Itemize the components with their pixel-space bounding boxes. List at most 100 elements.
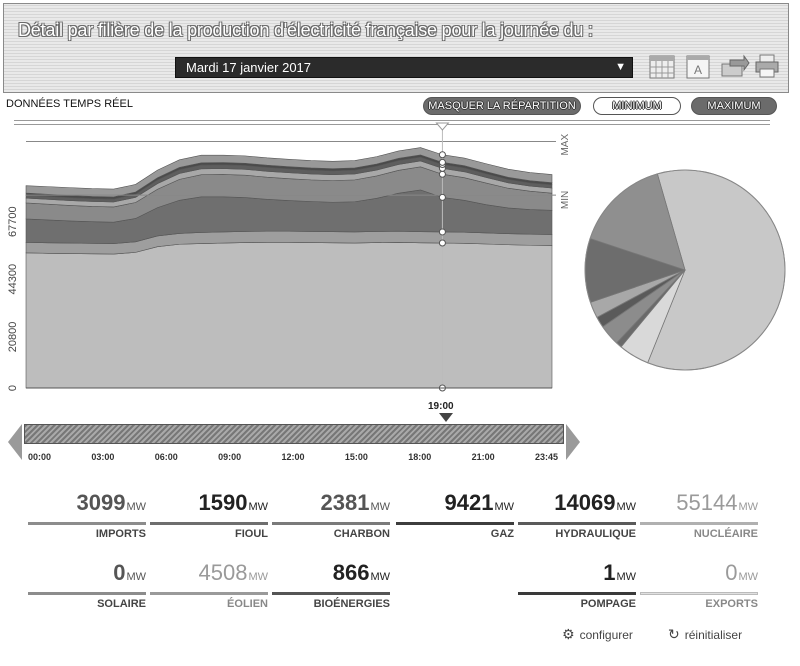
stat-gaz[interactable]: 9421MW GAZ [396, 490, 514, 540]
divider-line [14, 120, 770, 121]
stat-number: 55144 [676, 490, 738, 515]
configure-label: configurer [579, 628, 633, 642]
stat-color-bar [640, 592, 758, 595]
svg-text:A: A [694, 63, 702, 77]
timeline-tick-label: 03:00 [91, 452, 115, 462]
y-tick-label: 0 [7, 385, 19, 391]
stat-unit: MW [248, 501, 268, 513]
stat-fioul[interactable]: 1590MW FIOUL [150, 490, 268, 540]
stat-value: 55144MW [640, 490, 758, 520]
stat-unit: MW [738, 501, 758, 513]
export-icon[interactable] [718, 52, 750, 80]
stat-label: HYDRAULIQUE [555, 528, 636, 540]
area-series [25, 241, 553, 389]
y-tick-label: 20800 [7, 322, 19, 353]
stat-number: 14069 [554, 490, 616, 515]
stat-label: EXPORTS [705, 598, 758, 610]
data-point [438, 158, 446, 166]
cursor-top-marker [435, 122, 450, 131]
stat-unit: MW [370, 501, 390, 513]
reset-label: réinitialiser [684, 628, 743, 642]
stat-unit: MW [494, 501, 514, 513]
timeline-tick-label: 18:00 [408, 452, 432, 462]
stat-nucléaire[interactable]: 55144MW NUCLÉAIRE [640, 490, 758, 540]
stat-value: 0MW [640, 560, 758, 590]
stat-number: 1 [603, 560, 616, 585]
stat-number: 3099 [76, 490, 126, 515]
production-area-chart[interactable]: MAX MIN 0 20800 44300 67700 [0, 120, 580, 400]
stat-unit: MW [248, 571, 268, 583]
max-label: MAX [560, 134, 571, 156]
timeline-tick-label: 12:00 [281, 452, 305, 462]
stat-value: 0MW [28, 560, 146, 590]
stat-label: ÉOLIEN [227, 598, 268, 610]
stat-color-bar [396, 522, 514, 525]
stat-value: 3099MW [28, 490, 147, 520]
stat-label: FIOUL [235, 528, 268, 540]
reset-link[interactable]: ↻ réinitialiser [668, 626, 742, 643]
stat-exports[interactable]: 0MW EXPORTS [640, 560, 758, 610]
timeline-tick-label: 09:00 [218, 452, 242, 462]
hide-split-button[interactable]: MASQUER LA RÉPARTITION [423, 97, 581, 115]
stat-color-bar [640, 522, 758, 525]
stat-color-bar [518, 592, 636, 595]
timeline-slider[interactable] [24, 424, 564, 444]
stat-value: 4508MW [150, 560, 269, 590]
gear-icon: ⚙ [562, 626, 575, 642]
stat-imports[interactable]: 3099MW IMPORTS [28, 490, 146, 540]
maximum-button[interactable]: MAXIMUM [691, 97, 777, 115]
dropdown-arrow-icon: ▼ [615, 61, 626, 73]
data-point [438, 151, 446, 159]
stat-value: 1MW [518, 560, 636, 590]
date-select[interactable]: Mardi 17 janvier 2017 ▼ [175, 57, 633, 78]
timeline-prev-arrow[interactable] [8, 424, 22, 460]
stat-value: 1590MW [150, 490, 269, 520]
stat-color-bar [272, 592, 390, 595]
stat-color-bar [150, 522, 268, 525]
stat-unit: MW [126, 501, 146, 513]
timeline-next-arrow[interactable] [566, 424, 580, 460]
stat-color-bar [150, 592, 268, 595]
stat-number: 866 [332, 560, 370, 585]
stat-charbon[interactable]: 2381MW CHARBON [272, 490, 390, 540]
min-label: MIN [560, 191, 571, 209]
stat-éolien[interactable]: 4508MW ÉOLIEN [150, 560, 268, 610]
stat-value: 9421MW [396, 490, 515, 520]
realtime-label: DONNÉES TEMPS RÉEL [6, 98, 133, 110]
stat-solaire[interactable]: 0MW SOLAIRE [28, 560, 146, 610]
timeline-tick-label: 15:00 [344, 452, 368, 462]
stat-number: 9421 [444, 490, 494, 515]
stat-label: GAZ [490, 528, 514, 540]
header-panel: Détail par filière de la production d'él… [3, 3, 789, 93]
y-tick-label: 44300 [7, 264, 19, 295]
stat-pompage[interactable]: 1MW POMPAGE [518, 560, 636, 610]
stat-label: IMPORTS [95, 528, 146, 540]
stat-value: 2381MW [272, 490, 391, 520]
data-point [438, 170, 446, 178]
stat-unit: MW [616, 501, 636, 513]
calendar-day-icon[interactable]: A [684, 52, 712, 80]
timeline-tick-label: 06:00 [154, 452, 178, 462]
stat-number: 0 [725, 560, 738, 585]
stat-color-bar [272, 522, 390, 525]
stat-number: 1590 [198, 490, 248, 515]
area-series [25, 147, 553, 198]
stat-bioénergies[interactable]: 866MW BIOÉNERGIES [272, 560, 390, 610]
stat-hydraulique[interactable]: 14069MW HYDRAULIQUE [518, 490, 636, 540]
page-title: Détail par filière de la production d'él… [18, 20, 593, 40]
stat-unit: MW [370, 571, 390, 583]
minimum-button[interactable]: MINIMUM [593, 97, 681, 115]
stat-value: 14069MW [518, 490, 636, 520]
stat-number: 2381 [320, 490, 370, 515]
timeline-tick-label: 23:45 [535, 452, 559, 462]
stat-unit: MW [738, 571, 758, 583]
stat-label: NUCLÉAIRE [693, 528, 758, 540]
production-pie-chart[interactable] [580, 165, 790, 375]
calendar-icon[interactable] [648, 52, 676, 80]
stat-unit: MW [126, 571, 146, 583]
print-icon[interactable] [754, 52, 780, 80]
configure-link[interactable]: ⚙ configurer [562, 626, 633, 643]
stat-number: 0 [113, 560, 126, 585]
time-cursor-icon[interactable] [439, 413, 453, 422]
divider-line [14, 124, 770, 125]
